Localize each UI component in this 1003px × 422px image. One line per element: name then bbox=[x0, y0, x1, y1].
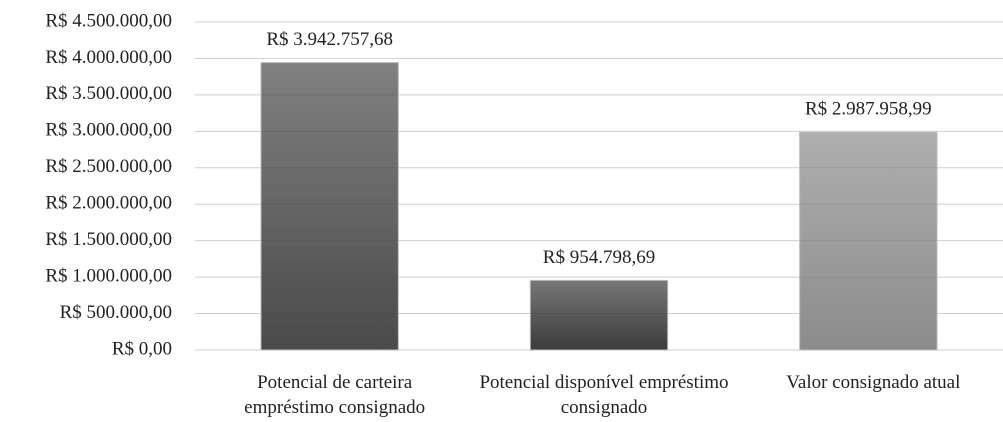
y-tick-label: R$ 2.000.000,00 bbox=[45, 193, 172, 214]
y-tick-label: R$ 3.000.000,00 bbox=[45, 120, 172, 141]
x-tick-label: Potencial de carteira empréstimo consigna… bbox=[244, 372, 425, 418]
data-label: R$ 3.942.757,68 bbox=[266, 29, 393, 50]
x-tick-label: Valor consignado atual bbox=[786, 372, 960, 393]
y-tick-label: R$ 3.500.000,00 bbox=[45, 83, 172, 104]
y-tick-label: R$ 4.500.000,00 bbox=[45, 10, 172, 31]
y-tick-label: R$ 1.000.000,00 bbox=[45, 265, 172, 286]
y-tick-label: R$ 2.500.000,00 bbox=[45, 156, 172, 177]
bar bbox=[260, 62, 399, 351]
bar bbox=[529, 279, 669, 351]
data-label: R$ 954.798,69 bbox=[543, 247, 655, 268]
y-tick-label: R$ 0,00 bbox=[112, 338, 172, 359]
bar bbox=[799, 131, 938, 351]
y-tick-label: R$ 4.000.000,00 bbox=[45, 47, 172, 68]
y-tick-label: R$ 500.000,00 bbox=[60, 302, 172, 323]
data-label: R$ 2.987.958,99 bbox=[805, 99, 932, 120]
y-tick-label: R$ 1.500.000,00 bbox=[45, 229, 172, 250]
x-tick-label: Potencial disponível empréstimo consignad… bbox=[479, 372, 728, 418]
